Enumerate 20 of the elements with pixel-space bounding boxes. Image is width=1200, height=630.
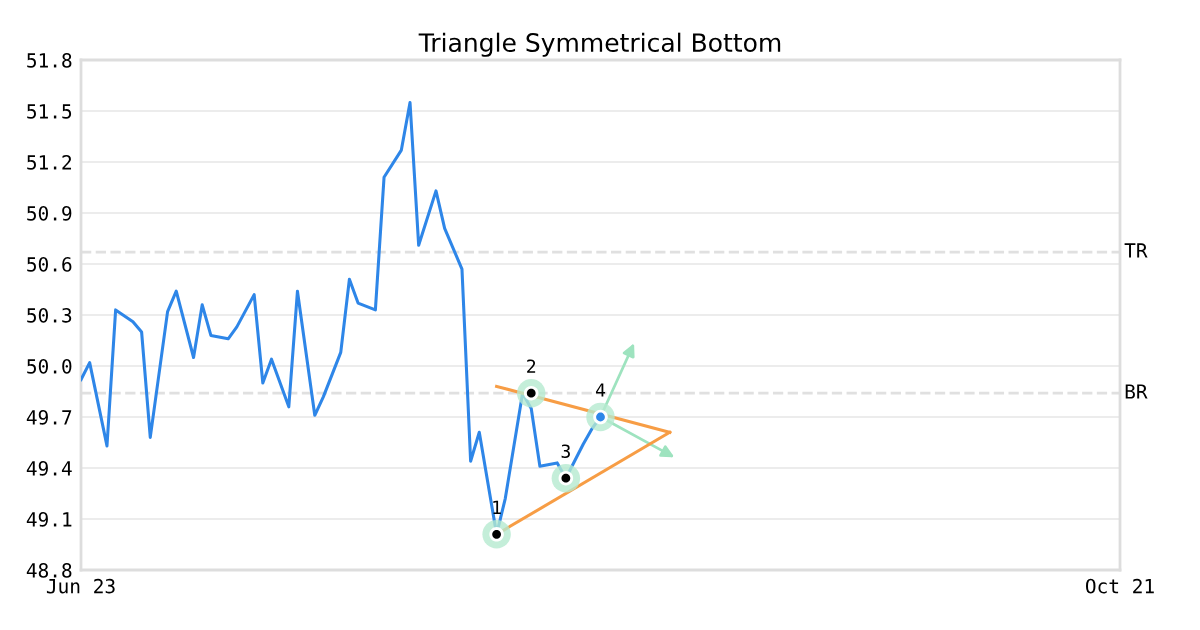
- ref-line-label: BR: [1125, 384, 1148, 399]
- ref-line-label: TR: [1124, 243, 1148, 258]
- annotation: 2: [527, 359, 536, 373]
- y-tick-label: 48.8: [26, 563, 72, 578]
- annotation: 4: [595, 383, 606, 397]
- y-tick-label: 50.0: [27, 359, 72, 374]
- y-tick-label: 51.5: [27, 104, 72, 119]
- annotation: 1: [493, 500, 501, 514]
- x-tick-label: Jun 23: [46, 578, 115, 594]
- y-tick-label: 49.4: [26, 461, 72, 476]
- annotation: 3: [561, 444, 570, 459]
- y-tick-label: 51.8: [27, 53, 72, 68]
- y-tick-label: 51.2: [27, 155, 72, 170]
- y-tick-label: 50.9: [27, 206, 72, 221]
- y-tick-label: 50.6: [27, 257, 72, 272]
- chart-title: Triangle Symmetrical Bottom: [418, 32, 781, 57]
- y-tick-label: 49.7: [26, 410, 72, 425]
- x-tick-label: Oct 21: [1085, 578, 1154, 594]
- y-tick-label: 50.3: [27, 308, 72, 323]
- y-tick-label: 49.1: [26, 512, 72, 527]
